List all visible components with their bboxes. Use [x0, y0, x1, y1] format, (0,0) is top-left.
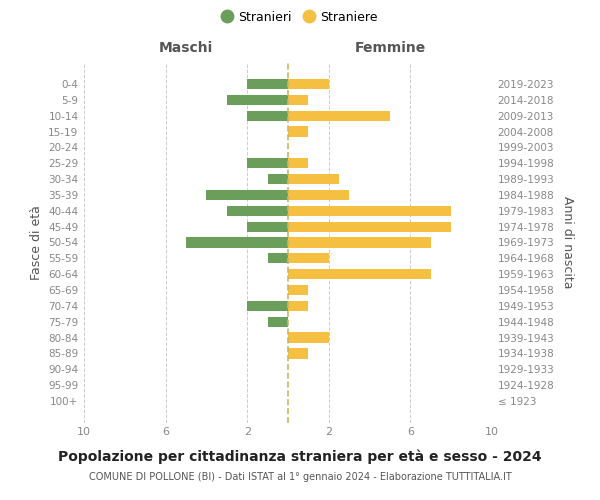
Bar: [288, 238, 431, 248]
Bar: [288, 348, 308, 358]
Bar: [288, 158, 308, 168]
Bar: [247, 110, 288, 121]
Bar: [247, 79, 288, 89]
Bar: [288, 94, 308, 105]
Bar: [288, 79, 329, 89]
Bar: [288, 253, 329, 264]
Bar: [288, 300, 308, 311]
Bar: [288, 110, 390, 121]
Text: Femmine: Femmine: [355, 42, 425, 56]
Bar: [288, 206, 451, 216]
Bar: [247, 222, 288, 232]
Y-axis label: Fasce di età: Fasce di età: [29, 205, 43, 280]
Text: COMUNE DI POLLONE (BI) - Dati ISTAT al 1° gennaio 2024 - Elaborazione TUTTITALIA: COMUNE DI POLLONE (BI) - Dati ISTAT al 1…: [89, 472, 511, 482]
Bar: [288, 332, 329, 342]
Bar: [227, 94, 288, 105]
Bar: [206, 190, 288, 200]
Legend: Stranieri, Straniere: Stranieri, Straniere: [217, 6, 383, 29]
Bar: [288, 285, 308, 295]
Bar: [227, 206, 288, 216]
Bar: [268, 253, 288, 264]
Bar: [268, 174, 288, 184]
Bar: [288, 126, 308, 136]
Bar: [268, 316, 288, 327]
Bar: [288, 190, 349, 200]
Bar: [288, 222, 451, 232]
Bar: [186, 238, 288, 248]
Text: Maschi: Maschi: [159, 42, 213, 56]
Bar: [247, 300, 288, 311]
Y-axis label: Anni di nascita: Anni di nascita: [561, 196, 574, 289]
Bar: [288, 174, 339, 184]
Bar: [247, 158, 288, 168]
Bar: [288, 269, 431, 280]
Text: Popolazione per cittadinanza straniera per età e sesso - 2024: Popolazione per cittadinanza straniera p…: [58, 450, 542, 464]
